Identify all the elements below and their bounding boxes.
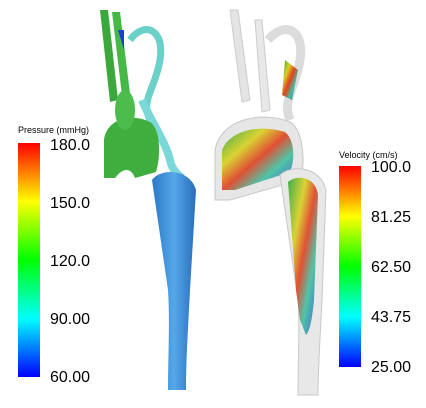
colorbar-label: 180.0 [50, 137, 90, 154]
colorbar-labels: 100.0 81.25 62.50 43.75 25.00 [371, 159, 411, 376]
colorbar-label: 25.00 [371, 359, 411, 376]
colorbar-label: 81.25 [371, 209, 411, 226]
colorbar-title: Pressure (mmHg) [18, 125, 89, 135]
colorbar-label: 150.0 [50, 195, 90, 212]
colorbar-label: 120.0 [50, 253, 90, 270]
colorbar-label: 90.00 [50, 311, 90, 328]
colorbar [18, 143, 40, 377]
colorbar-labels: 180.0 150.0 120.0 90.00 60.00 [50, 137, 90, 386]
colorbar-label: 100.0 [371, 159, 411, 176]
colorbar-title: Velocity (cm/s) [339, 150, 398, 160]
colorbar-label: 62.50 [371, 259, 411, 276]
pressure-model [100, 10, 196, 390]
colorbar-label: 60.00 [50, 369, 90, 386]
velocity-model [214, 9, 327, 396]
colorbar [339, 166, 361, 367]
colorbar-label: 43.75 [371, 309, 411, 326]
